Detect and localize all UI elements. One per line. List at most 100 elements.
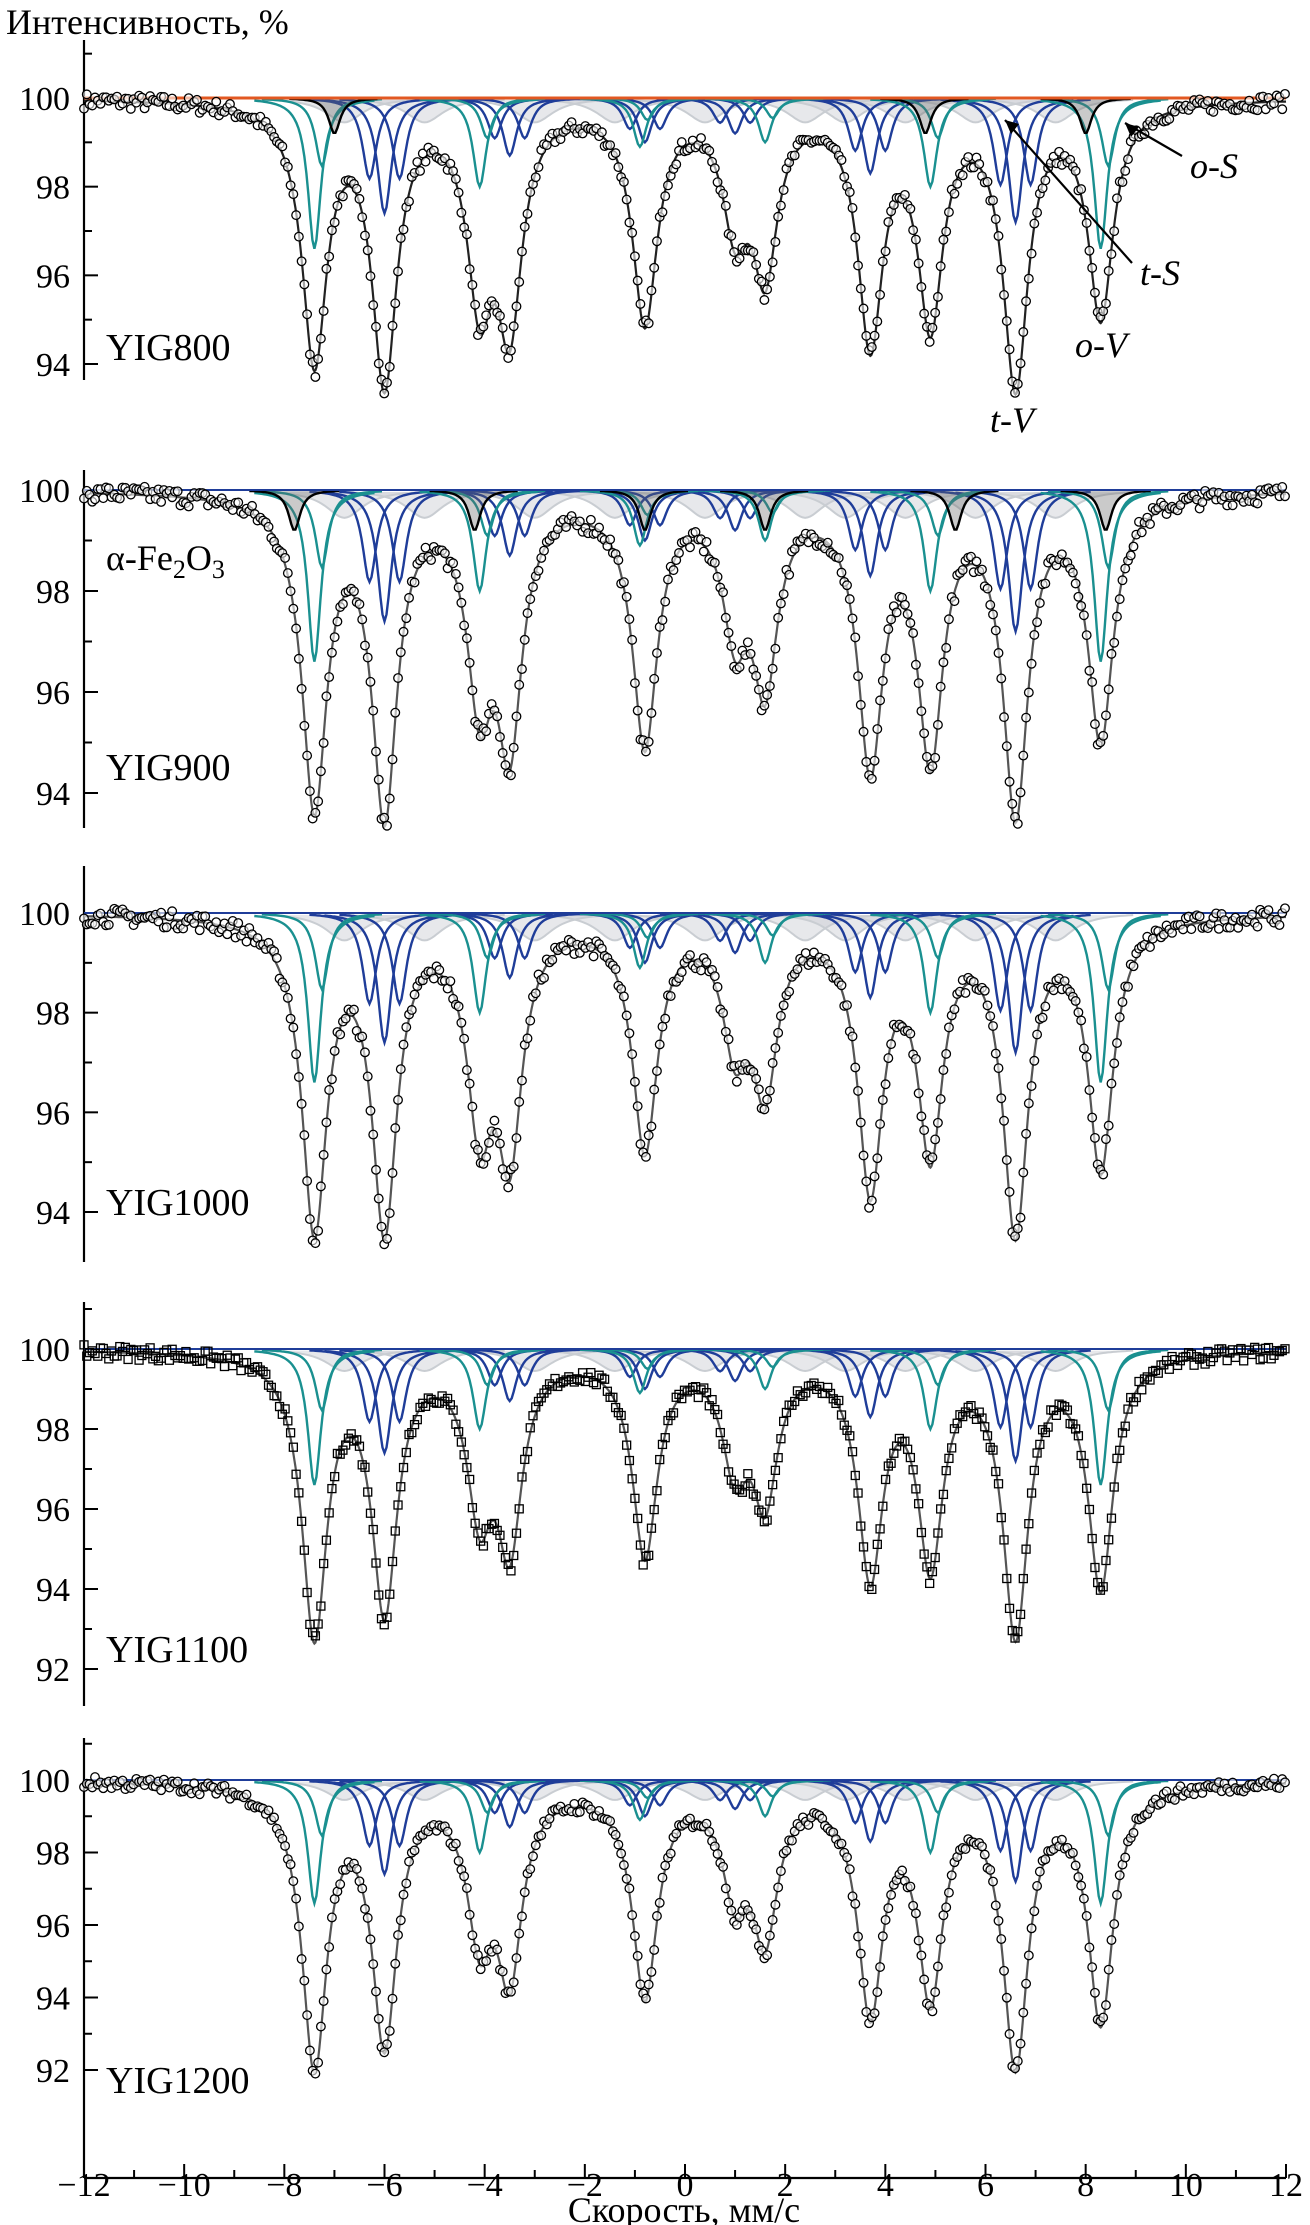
data-point <box>123 1354 133 1365</box>
data-point <box>963 152 974 162</box>
data-point <box>759 295 770 305</box>
data-point <box>1120 1852 1131 1863</box>
data-point <box>1101 1134 1111 1145</box>
data-point <box>271 952 282 963</box>
data-point <box>751 1073 762 1084</box>
t-site-subspectrum <box>449 913 568 981</box>
y-tick-label: 98 <box>36 1836 70 1873</box>
data-point <box>949 1424 960 1434</box>
data-point <box>365 1934 376 1945</box>
data-point <box>390 298 401 309</box>
data-point <box>1136 527 1147 538</box>
data-point <box>318 1996 329 2007</box>
data-point <box>357 1031 368 1042</box>
data-point <box>751 1491 761 1501</box>
data-point <box>203 1346 213 1356</box>
data-point <box>315 333 326 344</box>
data-point <box>569 1377 579 1387</box>
data-point <box>1026 1923 1037 1934</box>
y-tick-label: 98 <box>36 1412 70 1449</box>
data-point <box>1021 712 1032 723</box>
data-point <box>508 1977 519 1988</box>
data-point <box>167 1344 177 1354</box>
data-point <box>467 279 478 290</box>
data-point <box>629 678 640 689</box>
data-point <box>1194 911 1205 922</box>
data-point <box>296 1098 307 1109</box>
data-point <box>764 681 775 691</box>
data-point <box>514 1504 524 1514</box>
data-point <box>883 624 894 635</box>
data-point <box>877 1095 888 1106</box>
data-point <box>517 1911 527 1922</box>
data-point <box>294 1488 304 1498</box>
data-point <box>704 1826 715 1837</box>
data-point <box>360 640 370 651</box>
data-point <box>1018 1573 1028 1584</box>
data-point <box>464 1909 475 1920</box>
data-point <box>594 522 605 533</box>
data-point <box>905 1881 916 1892</box>
data-point <box>313 1225 324 1236</box>
data-point <box>927 2006 938 2017</box>
data-point <box>693 1392 703 1403</box>
data-point <box>844 1864 855 1875</box>
y-tick-label: 96 <box>36 258 70 295</box>
data-point <box>720 612 731 623</box>
data-point <box>313 796 324 807</box>
data-point <box>338 1445 348 1455</box>
data-point <box>115 1341 125 1352</box>
data-point <box>701 1388 712 1398</box>
data-point <box>913 1935 924 1946</box>
data-point <box>1034 598 1045 608</box>
data-point <box>368 1959 379 1970</box>
data-point <box>263 1805 274 1816</box>
data-point <box>624 1455 635 1466</box>
data-point <box>481 1152 492 1163</box>
data-point <box>420 542 431 553</box>
data-point <box>445 1400 456 1410</box>
data-point <box>723 1897 734 1908</box>
data-point <box>357 614 368 625</box>
data-point <box>233 918 244 928</box>
x-tick-label: 8 <box>1077 2167 1094 2204</box>
data-point <box>712 571 723 582</box>
data-point <box>985 1442 995 1453</box>
data-point <box>464 1474 475 1485</box>
o-site-subspectrum <box>419 913 538 1017</box>
data-point <box>406 1005 417 1015</box>
data-point <box>461 1883 472 1894</box>
data-point <box>365 271 376 282</box>
data-point <box>1004 1186 1015 1197</box>
data-point <box>1001 316 1012 327</box>
data-point <box>498 1542 508 1553</box>
data-point <box>530 988 541 999</box>
t-site-subspectrum <box>955 491 1074 636</box>
data-point <box>778 589 789 600</box>
data-point <box>671 159 682 170</box>
o-site-subspectrum <box>261 490 383 571</box>
data-point <box>872 316 883 327</box>
data-point <box>310 807 321 818</box>
data-point <box>285 586 296 597</box>
data-point <box>996 673 1007 684</box>
data-point <box>508 1161 519 1172</box>
data-point <box>302 1176 313 1186</box>
data-point <box>833 552 844 563</box>
data-point <box>360 230 370 241</box>
data-point <box>1004 344 1015 355</box>
data-point <box>371 321 381 332</box>
data-point <box>935 681 946 692</box>
data-point <box>153 916 164 927</box>
data-point <box>481 726 492 737</box>
data-point <box>1010 387 1020 398</box>
data-point <box>588 951 599 962</box>
data-point <box>302 309 313 320</box>
data-point <box>993 1915 1004 1926</box>
data-point <box>283 1416 293 1426</box>
data-point <box>517 246 527 257</box>
data-point <box>1123 154 1133 165</box>
data-point <box>621 1010 632 1021</box>
data-point <box>660 596 671 607</box>
data-point <box>280 982 291 993</box>
